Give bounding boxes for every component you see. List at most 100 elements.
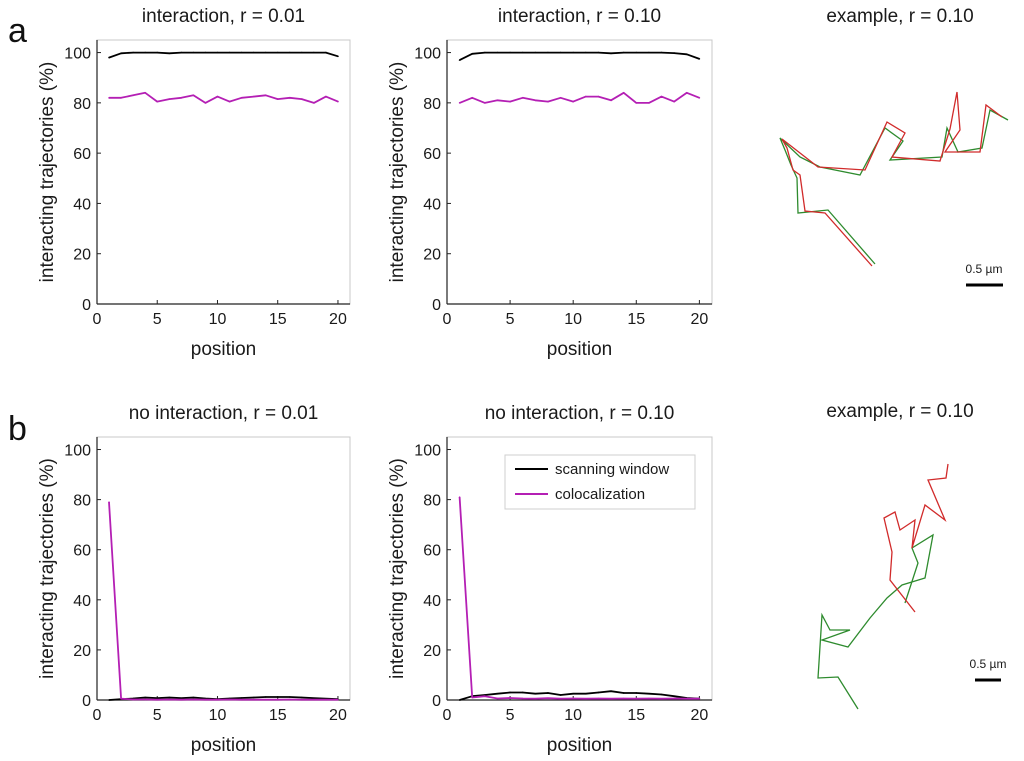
data-point xyxy=(572,697,574,700)
x-tick-label: 5 xyxy=(506,707,515,724)
data-point xyxy=(458,102,461,104)
data-point xyxy=(228,100,231,103)
x-tick-label: 10 xyxy=(209,311,227,328)
y-tick-label: 40 xyxy=(423,593,441,610)
data-point xyxy=(132,51,134,54)
x-tick-label: 10 xyxy=(564,311,582,328)
x-tick-label: 0 xyxy=(93,707,102,724)
data-point xyxy=(509,51,511,54)
data-point xyxy=(547,697,549,700)
data-point xyxy=(276,51,279,54)
data-point xyxy=(521,97,524,99)
data-point xyxy=(301,698,303,701)
data-point xyxy=(521,691,524,694)
data-point xyxy=(204,102,207,104)
data-point xyxy=(648,51,650,54)
y-tick-label: 40 xyxy=(423,196,441,213)
y-tick-label: 100 xyxy=(414,46,441,63)
data-point xyxy=(144,92,146,94)
legend: scanning window colocalization xyxy=(504,454,696,510)
data-point xyxy=(313,698,315,701)
x-axis-label: position xyxy=(547,735,613,756)
legend-label-scanning: scanning window xyxy=(555,461,669,478)
data-point xyxy=(458,59,461,61)
data-point xyxy=(509,691,511,694)
legend-box xyxy=(504,454,696,510)
data-point xyxy=(521,697,524,700)
x-tick-label: 5 xyxy=(506,311,515,328)
data-point xyxy=(635,51,638,54)
data-point xyxy=(673,52,675,54)
data-point xyxy=(698,97,701,99)
data-point xyxy=(301,51,303,54)
data-point xyxy=(648,697,650,700)
data-point xyxy=(192,696,195,699)
data-point xyxy=(471,696,474,699)
y-tick-label: 0 xyxy=(432,693,441,710)
data-point xyxy=(572,51,574,54)
y-axis-label: interacting trajectories (%) xyxy=(37,62,58,283)
data-point xyxy=(240,698,243,701)
data-point xyxy=(635,102,638,104)
series-line-colocalization xyxy=(108,502,338,701)
data-point xyxy=(204,698,207,701)
x-axis-label: position xyxy=(191,339,257,360)
y-axis-label: interacting trajectories (%) xyxy=(387,458,408,679)
x-tick-label: 0 xyxy=(443,311,452,328)
data-point xyxy=(534,697,537,700)
data-point xyxy=(228,51,231,54)
data-point xyxy=(635,692,638,694)
data-point xyxy=(496,692,499,695)
data-point xyxy=(585,692,587,695)
y-tick-label: 80 xyxy=(423,493,441,510)
y-tick-label: 0 xyxy=(82,693,91,710)
data-point xyxy=(559,97,562,99)
data-point xyxy=(559,694,562,696)
data-point xyxy=(673,100,675,103)
data-point xyxy=(325,51,327,54)
data-point xyxy=(120,97,122,99)
y-tick-label: 0 xyxy=(82,297,91,314)
data-point xyxy=(168,696,171,699)
plot-frame xyxy=(446,39,713,305)
x-axis-label: position xyxy=(547,339,613,360)
x-tick-label: 5 xyxy=(153,311,162,328)
x-tick-label: 0 xyxy=(93,311,102,328)
data-point xyxy=(264,698,267,701)
data-point xyxy=(648,102,650,104)
data-point xyxy=(180,51,183,54)
data-point xyxy=(120,52,122,55)
data-point xyxy=(534,692,537,695)
data-point xyxy=(458,699,461,701)
plot-frame xyxy=(96,436,351,701)
data-point xyxy=(252,95,255,98)
data-point xyxy=(622,692,625,694)
data-point xyxy=(276,98,279,100)
y-tick-label: 20 xyxy=(73,247,91,264)
data-point xyxy=(496,99,499,102)
x-tick-label: 15 xyxy=(269,707,287,724)
x-tick-label: 20 xyxy=(690,707,708,724)
data-point xyxy=(228,698,231,701)
panel-label-b: b xyxy=(8,410,27,448)
panel-label-a: a xyxy=(8,12,27,50)
data-point xyxy=(471,53,474,55)
data-point xyxy=(610,690,612,693)
chart-title: interaction, r = 0.10 xyxy=(498,6,661,27)
data-point xyxy=(337,100,339,103)
y-tick-label: 60 xyxy=(423,146,441,163)
data-point xyxy=(240,97,243,99)
data-point xyxy=(168,698,171,701)
data-point xyxy=(585,95,587,98)
data-point xyxy=(216,51,219,54)
plot-frame xyxy=(96,39,351,305)
y-tick-label: 100 xyxy=(64,46,91,63)
data-point xyxy=(673,695,675,698)
data-point xyxy=(698,697,701,700)
data-point xyxy=(559,697,562,700)
data-point xyxy=(521,51,524,54)
data-point xyxy=(132,698,134,701)
chart-no-interaction-r001: no interaction, r = 0.01 0 5 10 15 20 0 20 40 60 8… xyxy=(37,403,351,756)
data-point xyxy=(547,692,549,694)
chart-interaction-r001: interaction, r = 0.01 0 5 10 15 20 0 20 40 60 80 10… xyxy=(37,6,351,360)
